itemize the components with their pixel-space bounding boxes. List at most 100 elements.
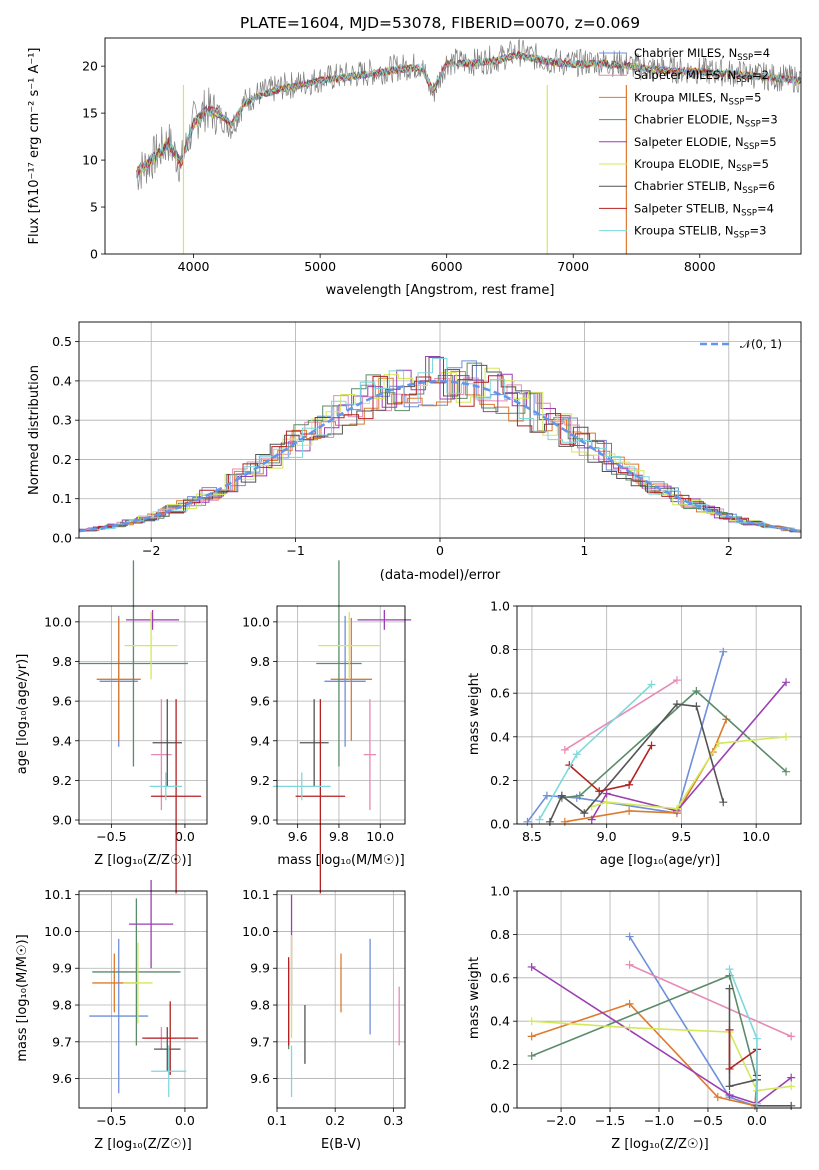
y-tick-label: 0.2 [490, 1057, 510, 1072]
y-tick-label: 0.8 [490, 642, 510, 657]
mass-weight-marker [787, 1101, 796, 1110]
panel-1: −2 −1 0 1 2 0.0 0.1 0.2 0.3 0.4 0.5 [52, 321, 802, 558]
x-tick-label: 0.1 [267, 1113, 287, 1128]
y-tick-label: 9.2 [52, 773, 72, 788]
panel-6: 0.1 0.2 0.3 9.6 9.7 9.8 9.9 10.0 10.1 [242, 887, 406, 1128]
mass-weight-marker [725, 984, 734, 993]
legend-entry: Kroupa STELIB, NSSP=3 [634, 224, 766, 241]
x-tick-label: 9.6 [288, 829, 308, 844]
spectrum-model-line [136, 51, 801, 178]
x-tick-label: 10.0 [366, 829, 394, 844]
y-tick-label: 0.0 [490, 817, 510, 832]
legend-entry: Salpeter ELODIE, NSSP=5 [634, 135, 777, 152]
legend-subscript: SSP [742, 186, 758, 196]
y-tick-label: 9.9 [52, 961, 72, 976]
mass-ebv-xlabel: E(B-V) [321, 1137, 361, 1152]
y-tick-label: 0.6 [490, 686, 510, 701]
legend-subscript: SSP [737, 53, 753, 63]
mass-weight-marker [647, 741, 656, 750]
mass-weight-marker [527, 962, 536, 971]
axes-frame [516, 605, 802, 825]
y-tick-label: 0.8 [490, 927, 510, 942]
legend-entry: Salpeter STELIB, NSSP=4 [634, 201, 774, 218]
legend-count: =6 [758, 179, 775, 193]
age-z-ylabel: age [log₁₀(age/yr)] [15, 654, 30, 775]
mass-weight-marker [692, 702, 701, 711]
y-tick-label: 20 [82, 59, 98, 74]
legend-count: =5 [744, 90, 761, 104]
mass-weight-marker [782, 732, 791, 741]
mass-weight-marker [625, 1023, 634, 1032]
mass-weight-marker [527, 1017, 536, 1026]
mass-weight-marker [595, 787, 604, 796]
x-tick-label: 6000 [431, 259, 463, 274]
y-tick-label: 9.8 [250, 998, 270, 1013]
x-tick-label: 0.0 [747, 1113, 767, 1128]
histograms [79, 356, 801, 533]
mass-weight-marker [787, 1073, 796, 1082]
mass-weight-marker [719, 647, 728, 656]
x-tick-label: 2 [725, 543, 733, 558]
mass-weight-marker [782, 678, 791, 687]
y-tick-label: 9.7 [52, 1034, 72, 1049]
mass-weight-marker [672, 676, 681, 685]
mass-weight-marker [625, 806, 634, 815]
mass-weight-marker [625, 999, 634, 1008]
legend-text: Kroupa STELIB, N [634, 224, 734, 238]
legend-subscript: SSP [744, 142, 760, 152]
histogram-series [79, 371, 801, 532]
legend-count: =4 [757, 201, 774, 215]
x-tick-label: 1 [580, 543, 588, 558]
legend-subscript: SSP [736, 75, 752, 85]
normal-curve [79, 380, 801, 533]
legend-count: =3 [749, 224, 766, 238]
y-tick-label: 9.0 [250, 813, 270, 828]
legend-entry: Chabrier STELIB, NSSP=6 [634, 179, 775, 196]
panel-0: 4000 5000 6000 7000 8000 0 5 10 15 20 Chabrier MIL… [82, 37, 802, 274]
y-tick-label: 9.8 [52, 998, 72, 1013]
y-tick-label: 10.1 [242, 887, 270, 902]
normal-legend-label: 𝒩(0, 1) [740, 337, 782, 351]
x-tick-label: 5000 [304, 259, 336, 274]
mass-weight-marker [725, 1090, 734, 1099]
y-tick-label: 10 [82, 153, 98, 168]
y-tick-label: 0.3 [52, 413, 72, 428]
axes-frame [78, 890, 208, 1109]
legend-count: =5 [752, 157, 769, 171]
x-tick-label: 8000 [684, 259, 716, 274]
histogram-series [85, 357, 801, 532]
mass-weight-line [564, 679, 678, 751]
y-tick-label: 0.4 [490, 1014, 510, 1029]
legend-text: Kroupa MILES, N [634, 90, 729, 104]
mass-weight-marker [545, 817, 554, 826]
spectrum-title: PLATE=1604, MJD=53078, FIBERID=0070, z=0… [240, 14, 640, 32]
mass-weight-marker [542, 791, 551, 800]
legend-subscript: SSP [734, 231, 750, 241]
mass-weight-marker [527, 1032, 536, 1041]
legend-count: =4 [753, 46, 770, 60]
mass-weight-marker [714, 739, 723, 748]
x-tick-label: −1 [286, 543, 304, 558]
mass-weight-marker [752, 1099, 761, 1108]
legend-text: Chabrier STELIB, N [634, 179, 742, 193]
y-tick-label: 9.8 [52, 654, 72, 669]
y-tick-label: 0.1 [52, 491, 72, 506]
mass-weight-line [549, 703, 725, 823]
x-tick-label: 4000 [178, 259, 210, 274]
mass-weight-marker [523, 817, 532, 826]
x-tick-label: 9.8 [329, 829, 349, 844]
mw-z-ylabel: mass weight [467, 957, 482, 1039]
axes-frame [104, 37, 802, 255]
y-tick-label: 9.6 [250, 694, 270, 709]
mass-weight-line [568, 745, 653, 793]
x-tick-label: 0.0 [175, 829, 195, 844]
mass-weight-line [561, 689, 787, 799]
mass-weight-line [629, 964, 792, 1038]
y-tick-label: 0.2 [52, 452, 72, 467]
y-tick-label: 0.4 [52, 373, 72, 388]
y-tick-label: 9.0 [52, 813, 72, 828]
axes-frame [78, 605, 208, 825]
mass-weight-marker [625, 960, 634, 969]
legend-count: =5 [760, 135, 777, 149]
legend-text: Kroupa ELODIE, N [634, 157, 736, 171]
